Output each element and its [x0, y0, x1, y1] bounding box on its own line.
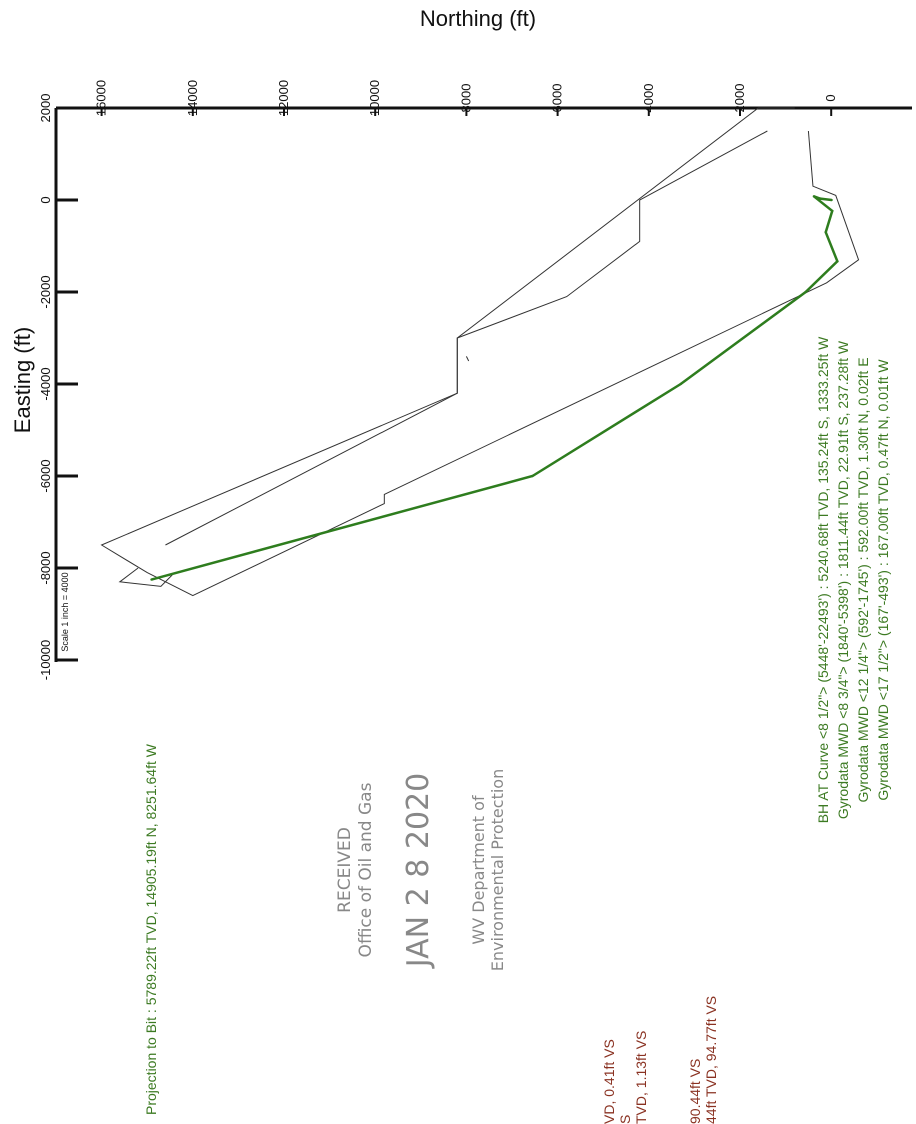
annotation-bh-at-curve: BH AT Curve <8 1/2"> (5448'-22493') : 52… — [815, 336, 831, 823]
well-path-point-2 — [819, 197, 822, 200]
stamp-office: Office of Oil and Gas — [356, 782, 376, 957]
well-path-series — [150, 195, 839, 581]
easting-tick-label-0: 0 — [38, 196, 53, 203]
annotation-gyrodata-17-1-2: Gyrodata MWD <17 1/2"> (167'-493') : 167… — [875, 359, 891, 801]
survey-annotations: BH AT Curve <8 1/2"> (5448'-22493') : 52… — [143, 336, 891, 1115]
easting-tick-label-2000: 2000 — [38, 94, 53, 123]
annotation-gyrodata-8-3-4: Gyrodata MWD <8 3/4"> (1840'-5398') : 18… — [835, 340, 851, 819]
northing-tick-label-8000: 8000 — [458, 84, 473, 113]
well-path-point-7 — [804, 290, 807, 294]
easting-tick-label--2000: -2000 — [38, 275, 53, 308]
axis-ticks: 16000 14000 12000 10000 8000 6000 4000 2000 0 -20… — [38, 80, 916, 680]
annotation-projection-to-bit: Projection to Bit : 5789.22ft TVD, 14905… — [143, 743, 159, 1115]
northing-tick-label-10000: 10000 — [367, 80, 382, 116]
scale-note: Scale 1 inch = 4000 — [60, 572, 70, 651]
lease-outline-3 — [118, 567, 173, 587]
x-axis-title: Easting (ft) — [10, 327, 35, 433]
well-path-point-1 — [830, 198, 833, 202]
annotation-gyrodata-12-1-4: Gyrodata MWD <12 1/4"> (592'-1745') : 59… — [855, 357, 871, 802]
y-axis-title: Northing (ft) — [420, 6, 536, 31]
northing-tick-label-4000: 4000 — [641, 84, 656, 113]
vs-fragment-4: 90.44ft VS — [687, 1059, 703, 1124]
easting-tick-label--10000: -10000 — [38, 640, 53, 680]
northing-tick-label-16000: 16000 — [94, 80, 109, 116]
vs-fragment-5: 44ft TVD, 94.77ft VS — [703, 996, 719, 1124]
lease-outline-2 — [100, 130, 860, 597]
well-path-point-8 — [679, 382, 682, 386]
vs-fragment-1: VD, 0.41ft VS — [601, 1039, 617, 1124]
easting-tick-label--8000: -8000 — [38, 551, 53, 584]
northing-tick-label-6000: 6000 — [550, 84, 565, 113]
stamp-date: JAN 2 8 2020 — [401, 773, 436, 969]
well-path-point-9 — [531, 474, 534, 478]
northing-tick-label-2000: 2000 — [732, 84, 747, 113]
easting-tick-label--4000: -4000 — [38, 367, 53, 400]
northing-tick-label-14000: 14000 — [185, 80, 200, 116]
well-path-point-6 — [836, 260, 839, 263]
lease-outline-1 — [165, 107, 795, 546]
northing-tick-label-12000: 12000 — [276, 80, 291, 116]
northing-tick-label-0: 0 — [823, 94, 838, 101]
lease-outlines — [100, 107, 860, 597]
well-path-point-10 — [150, 578, 153, 581]
received-stamp: RECEIVED Office of Oil and Gas JAN 2 8 2… — [335, 769, 507, 971]
stamp-received: RECEIVED — [335, 827, 355, 913]
easting-tick-label--6000: -6000 — [38, 459, 53, 492]
stamp-env: Environmental Protection — [488, 769, 507, 971]
northing-tick-label--2000: -2000 — [914, 81, 916, 114]
well-path-line-1 — [151, 195, 839, 581]
well-path-point-5 — [824, 231, 827, 234]
stamp-dept: WV Department of — [469, 795, 488, 945]
well-path-point-3 — [812, 195, 816, 198]
vs-fragment-2: S — [617, 1115, 633, 1124]
vs-fragment-3: TVD, 1.13ft VS — [633, 1031, 649, 1124]
well-path-point-4 — [831, 209, 834, 213]
lease-outline-4 — [465, 356, 470, 362]
vertical-section-fragments: VD, 0.41ft VS S TVD, 1.13ft VS 90.44ft V… — [601, 996, 719, 1124]
